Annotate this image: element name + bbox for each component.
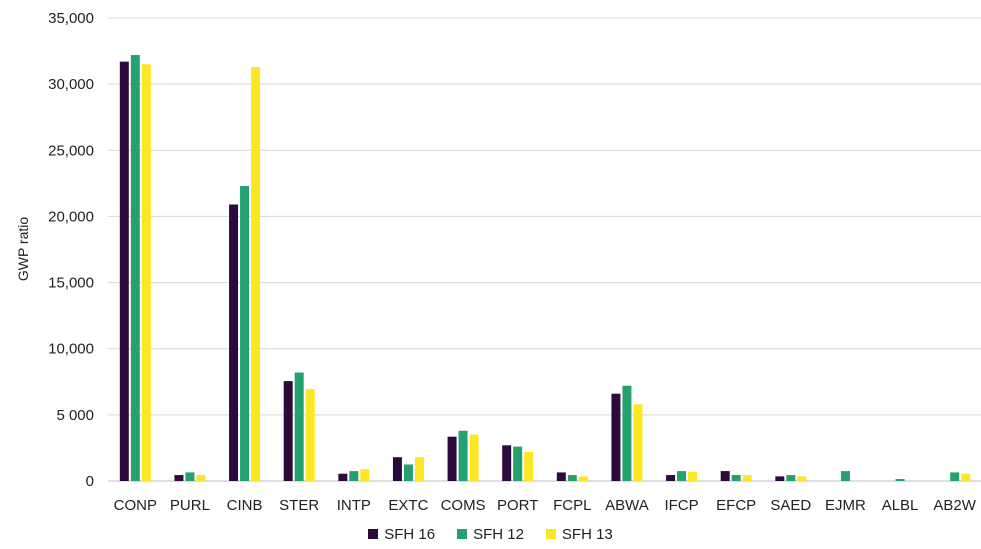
bar-extc-series-2 (403, 464, 413, 481)
y-tick-label: 10,000 (48, 341, 94, 358)
legend-label-sfh16: SFH 16 (384, 525, 436, 543)
bar-ejmr-series-2 (840, 471, 850, 481)
x-category-label: STER (279, 497, 319, 514)
bar-extc-series-3 (414, 457, 424, 481)
bar-fcpl-series-2 (567, 475, 577, 481)
legend-swatch-sfh12 (457, 529, 468, 539)
x-category-label: PORT (497, 497, 538, 514)
y-axis-title: GWP ratio (15, 217, 31, 282)
bar-port-series-1 (502, 445, 512, 481)
x-category-label: EFCP (716, 497, 756, 514)
bar-ifcp-series-3 (688, 471, 698, 481)
bar-port-series-3 (524, 451, 534, 481)
bar-coms-series-2 (458, 430, 468, 481)
x-category-label: AB2W (933, 497, 976, 514)
bar-saed-series-1 (775, 476, 785, 481)
legend-item-sfh16: SFH 16 (368, 526, 435, 543)
y-tick-label: 15,000 (48, 275, 94, 292)
x-category-label: ABWA (605, 497, 649, 514)
x-category-label: SAED (770, 497, 811, 514)
x-category-label: INTP (337, 497, 371, 514)
x-category-label: COMS (441, 497, 486, 514)
bars (119, 55, 971, 482)
bar-coms-series-3 (469, 434, 479, 481)
x-category-label: CONP (114, 497, 157, 514)
y-tick-labels: 0 5 000 10,000 15,000 20,000 25,000 30,000 35,0… (48, 10, 94, 490)
gridlines (108, 17, 981, 482)
bar-ster-series-2 (294, 372, 304, 481)
legend-swatch-sfh13 (545, 529, 556, 539)
bar-coms-series-1 (447, 436, 457, 481)
x-category-label: ALBL (882, 497, 919, 514)
x-category-label: CINB (227, 497, 263, 514)
y-tick-label: 0 (86, 473, 94, 490)
bar-port-series-2 (513, 446, 523, 481)
y-tick-label: 20,000 (48, 208, 94, 225)
bar-purl-series-1 (174, 475, 184, 481)
bar-ifcp-series-1 (666, 475, 676, 481)
y-tick-label: 35,000 (48, 10, 94, 27)
bar-cinb-series-3 (251, 66, 261, 482)
bar-intp-series-3 (360, 469, 370, 481)
bar-conp-series-3 (141, 64, 151, 482)
bar-ifcp-series-2 (677, 471, 687, 481)
legend-label-sfh13: SFH 13 (561, 525, 613, 543)
bar-efcp-series-3 (742, 475, 752, 481)
y-tick-label: 25,000 (48, 142, 94, 159)
bar-efcp-series-1 (720, 471, 730, 481)
bar-intp-series-2 (349, 471, 359, 481)
bar-efcp-series-2 (731, 475, 741, 481)
x-category-label: PURL (170, 497, 210, 514)
x-category-label: IFCP (664, 497, 698, 514)
bar-saed-series-3 (797, 476, 807, 481)
bar-conp-series-2 (130, 55, 140, 481)
x-category-label: EJMR (825, 497, 866, 514)
x-category-label: FCPL (553, 497, 591, 514)
bar-cinb-series-2 (240, 186, 250, 481)
bar-ster-series-3 (305, 389, 315, 481)
bar-extc-series-1 (392, 457, 402, 481)
y-tick-label: 30,000 (48, 76, 94, 93)
bar-fcpl-series-3 (578, 476, 588, 481)
bar-purl-series-3 (196, 475, 206, 481)
legend-label-sfh12: SFH 12 (473, 525, 524, 543)
bar-abwa-series-3 (633, 404, 643, 481)
x-category-labels: CONP PURL CINB STER INTP EXTC COMS PORT FCPL ABWA… (114, 497, 977, 514)
x-category-label: EXTC (388, 497, 428, 514)
bar-conp-series-1 (119, 61, 129, 481)
bar-intp-series-1 (338, 473, 348, 481)
legend-item-sfh13: SFH 13 (545, 525, 613, 543)
bar-abwa-series-2 (622, 385, 632, 481)
legend-swatch-sfh16 (368, 529, 379, 539)
bar-fcpl-series-1 (556, 472, 566, 481)
legend-item-sfh12: SFH 12 (457, 526, 524, 543)
bar-abwa-series-1 (611, 393, 621, 481)
bar-purl-series-2 (185, 472, 195, 481)
bar-albl-series-2 (895, 479, 905, 481)
bar-ab2w-series-3 (961, 473, 971, 481)
bar-ster-series-1 (283, 381, 293, 481)
bar-saed-series-2 (786, 475, 796, 481)
legend: SFH 16 SFH 12 SFH 13 (0, 521, 981, 547)
y-tick-label: 5 000 (56, 407, 94, 424)
bar-cinb-series-1 (229, 204, 239, 481)
bar-ab2w-series-2 (950, 472, 960, 481)
